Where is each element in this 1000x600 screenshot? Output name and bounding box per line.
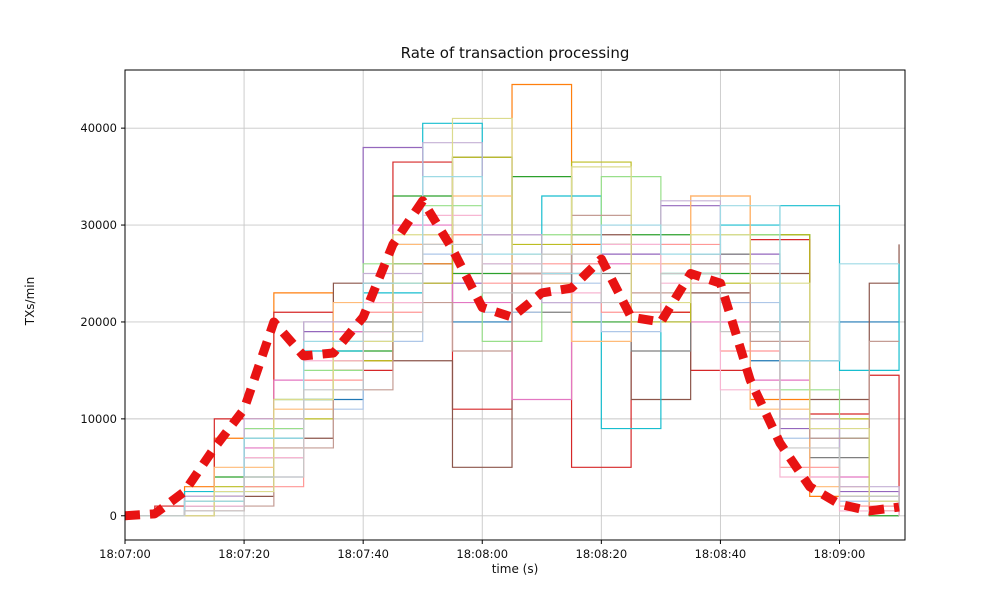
x-tick-label: 18:07:20 [218,547,270,561]
y-tick-label: 40000 [80,121,117,135]
series-line-worker-20 [125,243,900,517]
x-axis-label: time (s) [491,562,539,576]
y-tick-label: 10000 [80,412,117,426]
average-line [124,196,900,521]
x-tick-label: 18:07:40 [337,547,389,561]
x-tick-label: 18:08:00 [456,547,508,561]
x-tick-label: 18:09:00 [814,547,866,561]
chart-title: Rate of transaction processing [400,44,630,62]
series-line-worker-19 [125,175,900,517]
plot-border [124,69,906,541]
y-tick-label: 30000 [80,218,117,232]
x-tick-label: 18:08:40 [695,547,747,561]
x-tick-label: 18:08:20 [576,547,628,561]
x-tick-label: 18:07:00 [99,547,151,561]
y-tick-label: 20000 [80,315,117,329]
y-tick-label: 0 [110,509,117,523]
